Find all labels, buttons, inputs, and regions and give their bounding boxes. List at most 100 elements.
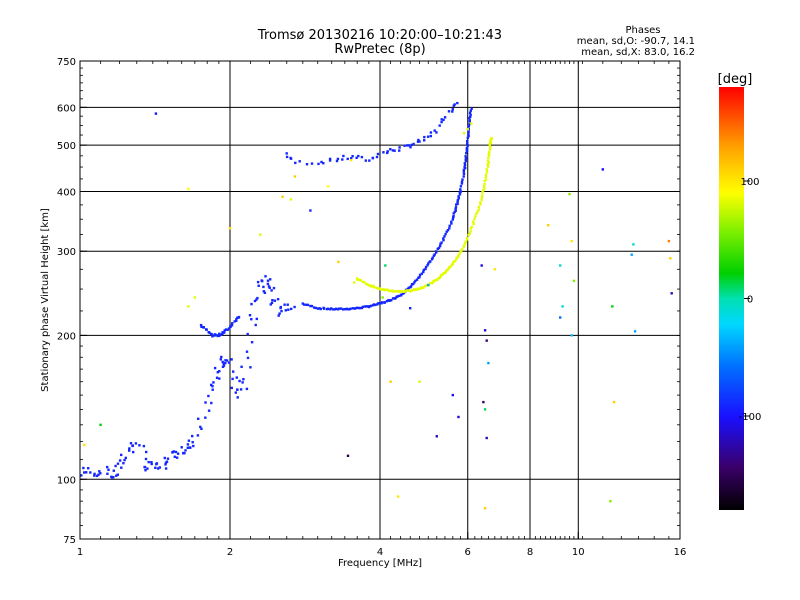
o-mode-point (276, 298, 280, 301)
x-mode-point (456, 255, 460, 259)
noise-point (483, 408, 487, 411)
o-mode-point (189, 446, 192, 449)
o-mode-point (191, 441, 194, 444)
x-mode-point (440, 273, 443, 277)
o-mode-point (197, 417, 200, 420)
x-mode-point (449, 265, 452, 268)
o-mode-point (418, 273, 422, 277)
x-mode-point (486, 165, 490, 168)
x-mode-point (482, 185, 486, 188)
noise-point (601, 168, 604, 171)
o-mode-point (378, 302, 382, 305)
o-mode-point (418, 140, 421, 143)
x-mode-point (475, 212, 478, 215)
x-mode-point (259, 233, 262, 236)
x-mode-point (466, 236, 469, 240)
o-mode-point (163, 456, 166, 460)
o-mode-point (464, 155, 467, 158)
x-tick-label: 6 (465, 547, 471, 558)
o-mode-point (230, 386, 233, 390)
noise-point (493, 268, 496, 271)
o-mode-point (293, 305, 296, 309)
noise-point (83, 443, 86, 447)
o-mode-point (320, 160, 323, 164)
o-mode-point (219, 358, 222, 361)
o-mode-point (175, 456, 179, 459)
noise-point (485, 339, 488, 342)
o-mode-point (219, 333, 223, 336)
o-mode-point (358, 306, 361, 310)
o-mode-point (442, 239, 445, 242)
o-mode-point (426, 264, 429, 267)
o-mode-point (184, 449, 187, 452)
o-mode-point (382, 151, 385, 154)
o-mode-point (368, 305, 372, 308)
o-mode-point (213, 366, 217, 370)
noise-point (381, 296, 384, 299)
o-mode-point (286, 303, 289, 306)
o-mode-point (106, 472, 109, 475)
o-mode-point (335, 159, 339, 163)
o-mode-point (446, 229, 450, 232)
y-axis-label: Stationary phase Virtual Height [km] (40, 208, 51, 392)
o-mode-point (467, 134, 470, 138)
o-mode-point (467, 133, 470, 136)
o-mode-point (224, 359, 227, 362)
o-mode-point (279, 306, 282, 310)
o-mode-point (241, 381, 244, 384)
noise-point (480, 264, 483, 267)
o-mode-point (398, 146, 401, 149)
o-mode-point (232, 370, 235, 373)
noise-point (483, 507, 487, 510)
o-mode-point (423, 139, 426, 142)
x-mode-point (391, 290, 394, 293)
o-mode-point (146, 467, 149, 470)
o-mode-point (230, 324, 234, 327)
x-mode-point (459, 250, 462, 254)
o-mode-point (451, 218, 454, 221)
o-mode-point (376, 152, 380, 156)
x-mode-point (393, 290, 397, 293)
x-mode-point (378, 287, 381, 290)
o-mode-point (222, 362, 225, 365)
x-mode-point (370, 285, 373, 288)
o-mode-point (218, 370, 221, 373)
noise-point (633, 330, 637, 333)
o-mode-point (83, 471, 86, 474)
o-mode-point (456, 202, 459, 205)
noise-point (572, 279, 576, 283)
o-mode-point (224, 361, 227, 365)
o-mode-point (112, 469, 115, 472)
o-mode-point (155, 463, 158, 466)
o-mode-point (220, 355, 223, 359)
o-mode-point (236, 396, 239, 399)
noise-point (281, 195, 284, 198)
noise-point (561, 305, 564, 308)
o-mode-point (254, 323, 257, 327)
o-mode-point (355, 306, 359, 309)
x-mode-point (375, 286, 379, 290)
x-mode-point (469, 230, 472, 233)
x-mode-point (466, 128, 469, 131)
x-mode-point (455, 258, 458, 261)
o-mode-point (120, 466, 123, 469)
o-mode-point (227, 327, 231, 330)
o-mode-point (453, 103, 456, 106)
o-mode-point (414, 279, 417, 282)
o-mode-point (97, 473, 100, 476)
o-mode-point (269, 303, 272, 306)
o-mode-point (326, 307, 330, 310)
o-mode-point (255, 298, 258, 301)
noise-point (611, 305, 614, 308)
o-mode-point (466, 140, 469, 143)
x-mode-point (434, 279, 437, 282)
o-mode-point (233, 320, 236, 323)
o-mode-point (386, 150, 389, 153)
o-mode-point (335, 307, 338, 310)
noise-point (451, 393, 454, 397)
o-mode-point (253, 299, 257, 303)
o-mode-point (116, 462, 120, 465)
o-mode-point (227, 361, 231, 364)
x-mode-point (481, 191, 484, 194)
